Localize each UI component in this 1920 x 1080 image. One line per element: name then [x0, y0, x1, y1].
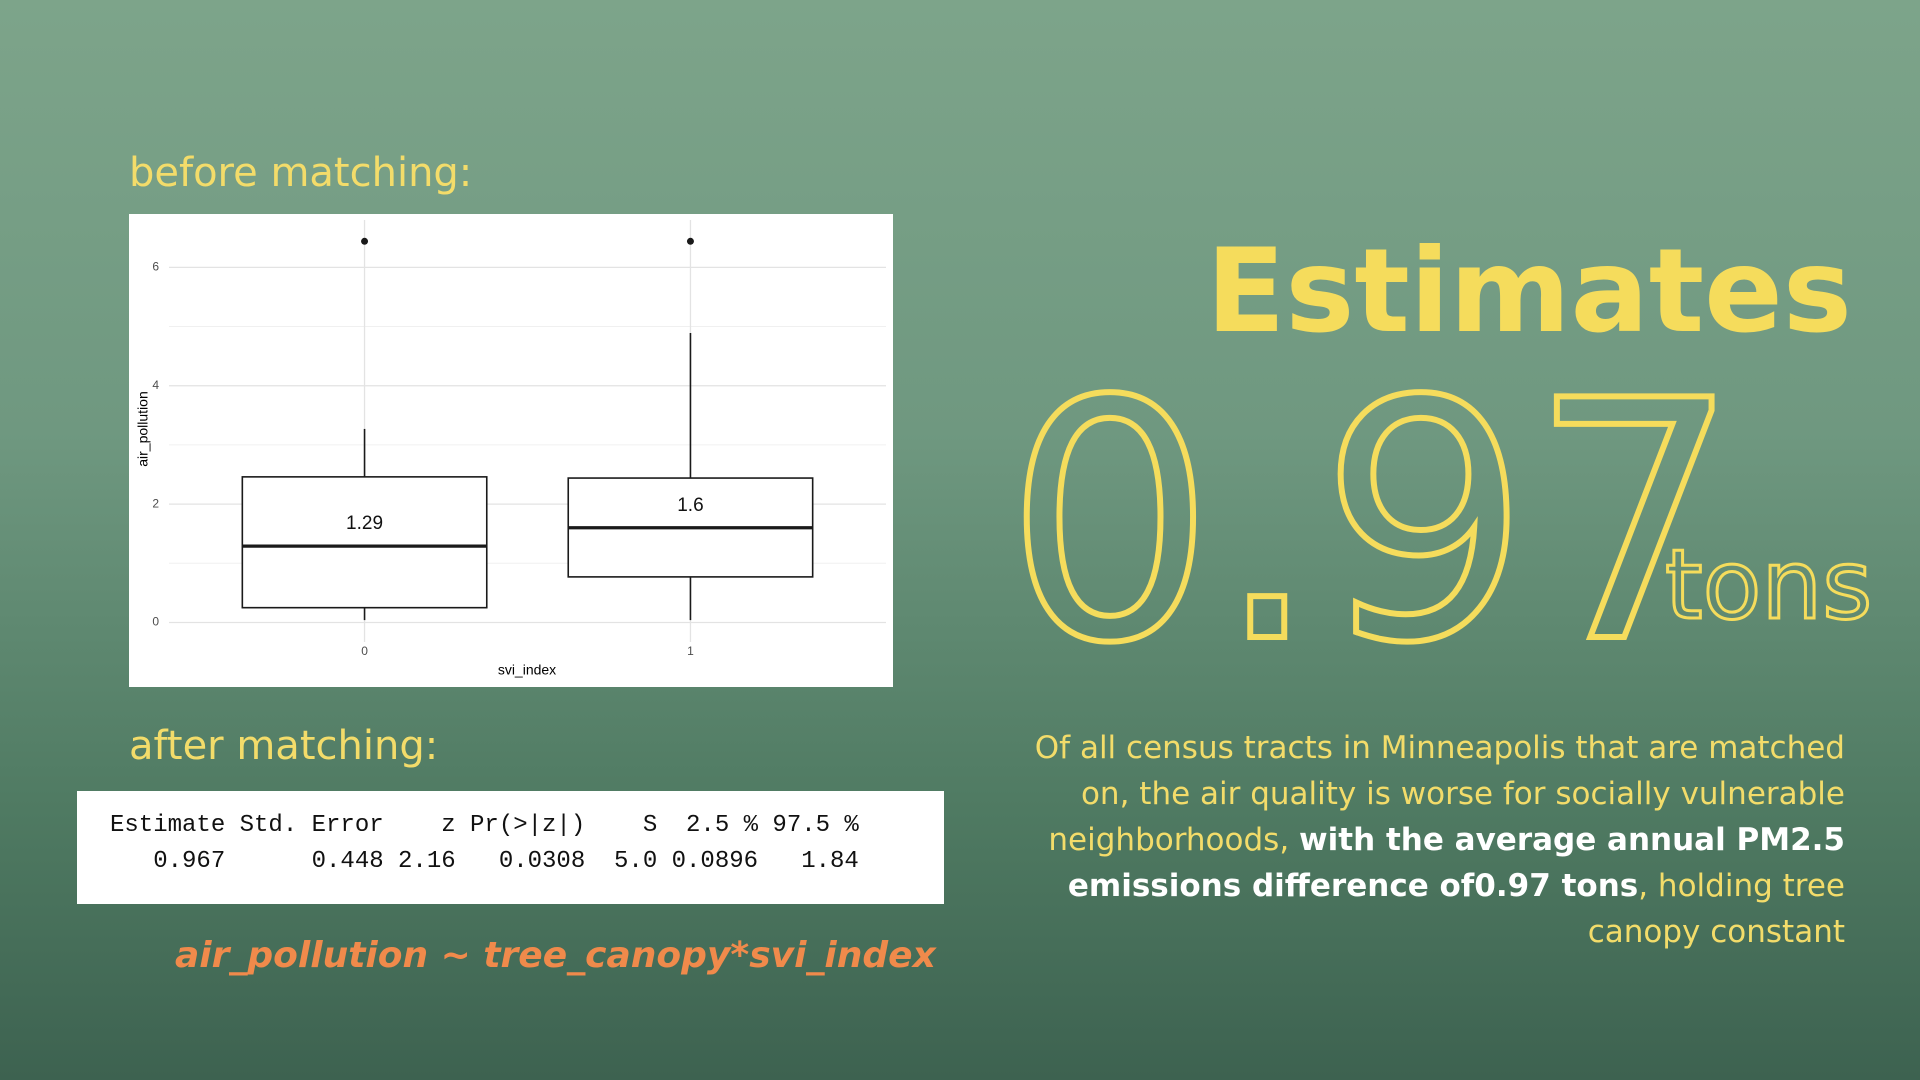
table-cell: 2.16	[398, 847, 456, 875]
table-cell: 0.0896	[671, 847, 759, 875]
table-cell: Pr(>|z|)	[470, 811, 586, 839]
table-cell: S	[642, 811, 658, 839]
summary-text: Of all census tracts in Minneapolis that…	[1034, 730, 1845, 858]
table-cell: 0.448	[311, 847, 384, 875]
outlier	[686, 237, 694, 245]
summary-text: , holding tree canopy constant	[1587, 868, 1845, 950]
y-tick-label: 0	[152, 615, 159, 629]
summary-bold: with the average annual PM2.5 emissions …	[1067, 822, 1845, 904]
table-cell: 97.5 %	[772, 811, 859, 839]
y-tick-label: 2	[152, 496, 159, 510]
table-cell: 5.0	[614, 847, 658, 875]
table-cell: Std. Error	[239, 811, 384, 839]
y-axis-label: air_pollution	[135, 391, 151, 467]
table-cell: 2.5 %	[686, 811, 759, 839]
headline-number: 0.97	[1005, 331, 1740, 715]
section-label: before matching:	[129, 150, 473, 196]
table-cell: 1.84	[801, 847, 859, 875]
median-label: 1.6	[677, 495, 703, 516]
table-row: 0.967 0.448 2.16 0.0308 5.0 0.0896 1.84	[110, 843, 944, 879]
summary: Of all census tracts in Minneapolis that…	[985, 725, 1845, 955]
box	[241, 476, 488, 609]
table-header: Estimate Std. Error z Pr(>|z|) S 2.5 % 97.5 %	[110, 807, 944, 843]
box-plot: air_pollution svi_index 0 2 4 6 0 1.29 1 1.6	[135, 220, 886, 678]
table-cell: 0.0308	[498, 847, 586, 875]
section-label: after matching:	[129, 723, 439, 769]
x-axis-label: svi_index	[498, 662, 556, 678]
table-cell: z	[441, 811, 456, 839]
formula: air_pollution ~ tree_canopy*svi_index	[175, 935, 936, 976]
headline-unit: tons	[1665, 529, 1872, 641]
y-tick-label: 6	[152, 260, 159, 274]
y-tick-label: 4	[152, 378, 159, 392]
result-table: Estimate Std. Error z Pr(>|z|) S 2.5 % 97.5 % 0…	[77, 791, 944, 904]
x-tick-label: 0	[361, 644, 368, 658]
headline-title: Estimates	[1206, 224, 1852, 359]
chart-panel: air_pollution svi_index 0 2 4 6 0 1.29 1 1.6	[129, 214, 893, 687]
table-cell: 0.967	[153, 847, 226, 875]
outlier	[361, 237, 369, 245]
median-label: 1.29	[346, 513, 383, 534]
x-tick-label: 1	[687, 644, 694, 658]
table-cell: Estimate	[110, 811, 226, 839]
